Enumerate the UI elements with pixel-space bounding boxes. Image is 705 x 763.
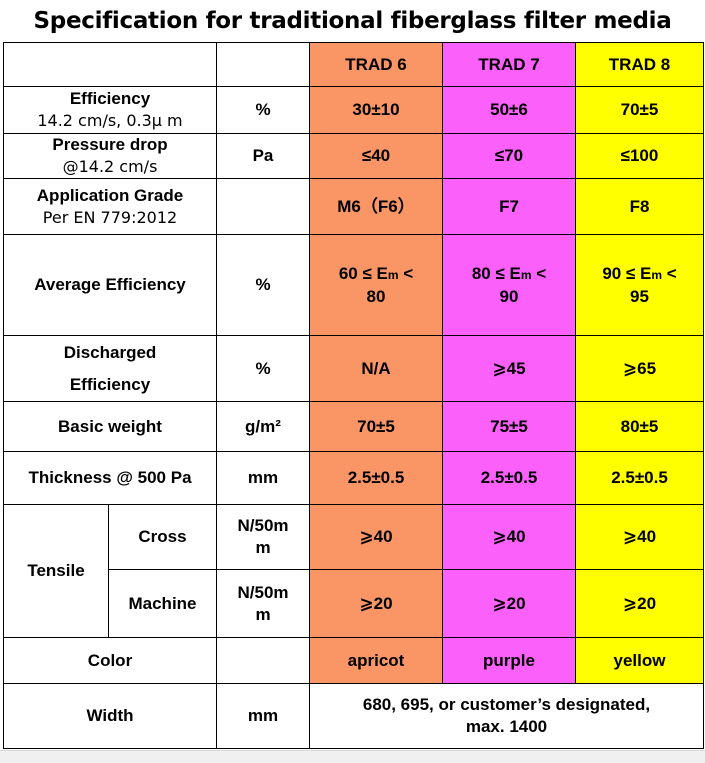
tensile-label: Tensile [3,504,109,638]
pressure-drop-trad7: ≤70 [442,133,576,179]
basic-weight-trad8: 80±5 [575,401,704,452]
row-application-grade: Application Grade Per EN 779:2012 M6（F6）… [3,178,704,235]
tensile-machine-label: Machine [108,569,217,638]
efficiency-label: Efficiency 14.2 cm/s, 0.3μ m [3,86,217,134]
tensile-machine-trad8: ⩾20 [575,569,704,638]
column-header-trad8: TRAD 8 [575,42,704,87]
tensile-machine-unit: N/50m m [216,569,310,638]
row-efficiency: Efficiency 14.2 cm/s, 0.3μ m % 30±10 50±… [3,86,704,134]
thickness-trad8: 2.5±0.5 [575,451,704,505]
discharged-efficiency-label: Discharged Efficiency [3,335,217,402]
tensile-cross-unit: N/50m m [216,504,310,570]
width-unit: mm [216,683,310,749]
basic-weight-label: Basic weight [3,401,217,452]
row-basic-weight: Basic weight g/m² 70±5 75±5 80±5 [3,401,704,452]
pressure-drop-trad6: ≤40 [309,133,443,179]
width-value: 680, 695, or customer’s designated, max.… [309,683,704,749]
basic-weight-trad7: 75±5 [442,401,576,452]
thickness-label: Thickness @ 500 Pa [3,451,217,505]
bottom-bar [0,750,705,763]
column-header-trad6: TRAD 6 [309,42,443,87]
spec-table: TRAD 6 TRAD 7 TRAD 8 Efficiency 14.2 cm/… [3,42,704,749]
thickness-trad7: 2.5±0.5 [442,451,576,505]
width-label: Width [3,683,217,749]
blank-unit-header-cell [216,42,310,87]
color-trad7: purple [442,637,576,684]
row-pressure-drop: Pressure drop @14.2 cm/s Pa ≤40 ≤70 ≤100 [3,133,704,179]
efficiency-trad7: 50±6 [442,86,576,134]
page-title: Specification for traditional fiberglass… [33,8,672,34]
application-grade-trad8: F8 [575,178,704,235]
tensile-cross-trad7: ⩾40 [442,504,576,570]
application-grade-unit [216,178,310,235]
tensile-machine-trad7: ⩾20 [442,569,576,638]
discharged-efficiency-trad8: ⩾65 [575,335,704,402]
row-tensile-machine: Machine N/50m m ⩾20 ⩾20 ⩾20 [4,569,704,638]
header-row: TRAD 6 TRAD 7 TRAD 8 [3,42,704,87]
color-unit [216,637,310,684]
pressure-drop-unit: Pa [216,133,310,179]
efficiency-unit: % [216,86,310,134]
thickness-unit: mm [216,451,310,505]
column-header-trad7: TRAD 7 [442,42,576,87]
discharged-efficiency-trad6: N/A [309,335,443,402]
efficiency-trad6: 30±10 [309,86,443,134]
color-label: Color [3,637,217,684]
basic-weight-trad6: 70±5 [309,401,443,452]
row-tensile-cross: Tensile Cross N/50m m ⩾40 ⩾40 ⩾40 [3,504,704,638]
application-grade-trad6: M6（F6） [309,178,443,235]
application-grade-label: Application Grade Per EN 779:2012 [3,178,217,235]
average-efficiency-unit: % [216,234,310,336]
application-grade-trad7: F7 [442,178,576,235]
pressure-drop-trad8: ≤100 [575,133,704,179]
row-thickness: Thickness @ 500 Pa mm 2.5±0.5 2.5±0.5 2.… [3,451,704,505]
row-width: Width mm 680, 695, or customer’s designa… [3,683,704,749]
basic-weight-unit: g/m² [216,401,310,452]
pressure-drop-label: Pressure drop @14.2 cm/s [3,133,217,179]
color-trad6: apricot [309,637,443,684]
tensile-cross-trad6: ⩾40 [309,504,443,570]
average-efficiency-trad7: 80 ≤ Em < 90 [442,234,576,336]
tensile-cross-label: Cross [108,504,217,570]
row-discharged-efficiency: Discharged Efficiency % N/A ⩾45 ⩾65 [3,335,704,402]
color-trad8: yellow [575,637,704,684]
thickness-trad6: 2.5±0.5 [309,451,443,505]
blank-header-cell [3,42,217,87]
tensile-machine-trad6: ⩾20 [309,569,443,638]
row-color: Color apricot purple yellow [3,637,704,684]
discharged-efficiency-trad7: ⩾45 [442,335,576,402]
average-efficiency-label: Average Efficiency [3,234,217,336]
discharged-efficiency-unit: % [216,335,310,402]
row-average-efficiency: Average Efficiency % 60 ≤ Em < 80 80 ≤ E… [3,234,704,336]
tensile-cross-trad8: ⩾40 [575,504,704,570]
efficiency-trad8: 70±5 [575,86,704,134]
average-efficiency-trad6: 60 ≤ Em < 80 [309,234,443,336]
average-efficiency-trad8: 90 ≤ Em < 95 [575,234,704,336]
